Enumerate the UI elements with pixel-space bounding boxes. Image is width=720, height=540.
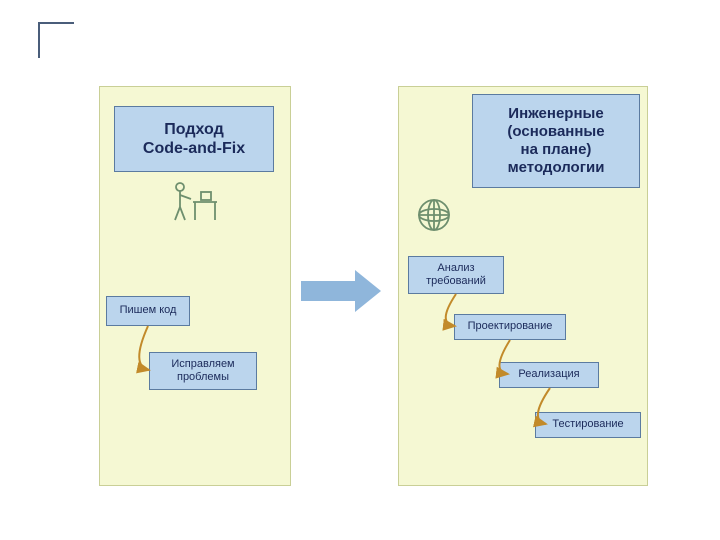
left-title-line2: Code-and-Fix (143, 140, 245, 157)
right-title-line3: на плане) (521, 141, 592, 158)
right-step-implementation-label: Реализация (518, 368, 579, 381)
arrow-head (355, 270, 381, 312)
right-step-design-label: Проектирование (468, 320, 553, 333)
right-title-line4: методологии (508, 159, 605, 176)
arrow-shaft (301, 281, 355, 301)
corner-decoration (38, 22, 74, 58)
left-title-box: Подход Code-and-Fix (114, 106, 274, 172)
right-title-line1: Инженерные (508, 105, 603, 122)
diagram-stage: Подход Code-and-Fix Пишем код Исправляем… (0, 0, 720, 540)
left-step-write-code-label: Пишем код (120, 304, 177, 317)
left-step-fix-problems: Исправляемпроблемы (149, 352, 257, 390)
left-title-line1: Подход (164, 121, 223, 138)
right-step-analysis: Анализтребований (408, 256, 504, 294)
right-step-analysis-label: Анализтребований (426, 262, 486, 288)
right-step-testing-label: Тестирование (552, 418, 623, 431)
right-title-box: Инженерные (основанные на плане) методол… (472, 94, 640, 188)
right-step-testing: Тестирование (535, 412, 641, 438)
left-step-fix-problems-label: Исправляемпроблемы (171, 358, 234, 384)
right-title-line2: (основанные (507, 123, 604, 140)
left-step-write-code: Пишем код (106, 296, 190, 326)
right-step-implementation: Реализация (499, 362, 599, 388)
right-step-design: Проектирование (454, 314, 566, 340)
